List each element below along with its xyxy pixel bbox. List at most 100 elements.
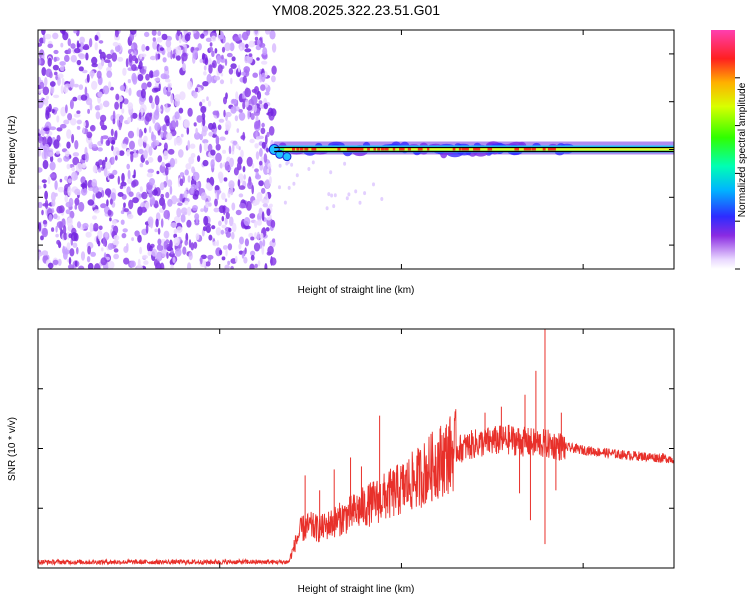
noise-blob (152, 37, 156, 42)
noise-blob (247, 109, 251, 120)
noise-blob (52, 32, 59, 40)
noise-blob (107, 190, 111, 198)
noise-blob (180, 133, 184, 138)
noise-blob (184, 239, 188, 246)
noise-blob (201, 129, 207, 137)
noise-blob (239, 46, 243, 52)
noise-blob (140, 131, 144, 136)
noise-blob (72, 96, 78, 102)
noise-blob (145, 160, 150, 166)
noise-blob (267, 166, 272, 176)
noise-blob (174, 158, 178, 165)
noise-blob (113, 253, 119, 260)
noise-blob (76, 247, 79, 255)
ridge-red-mark (353, 148, 358, 151)
noise-blob (250, 250, 256, 257)
noise-blob (258, 160, 263, 166)
noise-blob (256, 57, 260, 61)
noise-blob (163, 150, 169, 160)
noise-blob (170, 222, 178, 228)
noise-blob (232, 222, 237, 233)
noise-blob (64, 175, 68, 181)
noise-blob (112, 118, 116, 125)
noise-blob (49, 126, 57, 131)
noise-blob (139, 163, 144, 168)
noise-blob (250, 254, 255, 261)
noise-blob (223, 109, 226, 118)
noise-blob (140, 206, 147, 213)
noise-blob (100, 257, 108, 266)
noise-blob (149, 112, 153, 117)
noise-blob (372, 182, 375, 187)
noise-blob (165, 103, 168, 109)
noise-blob (98, 225, 103, 231)
noise-blob (89, 222, 94, 233)
noise-blob (187, 140, 190, 150)
noise-blob (56, 239, 61, 245)
noise-blob (215, 143, 221, 151)
noise-blob (210, 159, 215, 169)
noise-blob (54, 71, 58, 76)
noise-blob (57, 157, 63, 163)
noise-blob (169, 185, 173, 195)
noise-blob (137, 74, 144, 82)
noise-blob (76, 110, 81, 114)
noise-blob (264, 91, 270, 96)
noise-blob (215, 227, 222, 236)
noise-blob (148, 126, 152, 133)
noise-blob (130, 152, 134, 163)
noise-blob (111, 52, 118, 62)
noise-blob (161, 201, 166, 210)
noise-blob (219, 249, 223, 256)
noise-blob (263, 102, 269, 110)
noise-blob (215, 152, 222, 163)
noise-blob (87, 199, 95, 206)
noise-blob (44, 190, 48, 200)
ridge-red-mark (523, 148, 529, 151)
noise-blob (249, 213, 256, 219)
spectrogram-x-ticks (37, 30, 584, 269)
noise-blob (128, 53, 133, 63)
noise-blob (266, 216, 271, 221)
noise-blob (70, 118, 77, 126)
noise-blob (214, 198, 218, 207)
noise-blob (126, 163, 130, 170)
noise-blob (131, 237, 135, 242)
noise-blob (187, 107, 193, 117)
noise-blob (71, 166, 76, 172)
noise-blob (206, 96, 209, 101)
noise-blob (91, 178, 98, 188)
noise-blob (70, 43, 76, 49)
noise-blob (149, 178, 155, 186)
noise-blob (42, 227, 48, 238)
noise-blob (188, 156, 195, 165)
noise-blob (254, 263, 258, 268)
noise-blob (42, 203, 49, 207)
noise-blob (78, 66, 84, 72)
noise-blob (254, 30, 258, 35)
noise-blob (165, 191, 170, 199)
noise-blob (170, 264, 174, 269)
noise-blob (195, 216, 199, 224)
noise-blob (43, 127, 50, 132)
noise-blob (59, 61, 66, 66)
noise-blob (94, 34, 99, 41)
noise-blob (129, 30, 137, 35)
noise-blob (234, 115, 239, 122)
noise-blob (56, 221, 64, 229)
noise-blob (72, 242, 78, 248)
noise-blob (235, 91, 239, 101)
noise-blob (254, 232, 257, 240)
ridge-red-mark (311, 148, 317, 151)
noise-blob (249, 138, 255, 144)
noise-blob (120, 219, 125, 225)
noise-blob (112, 240, 120, 246)
spectrogram-y-ticks (38, 53, 674, 246)
noise-blob (78, 84, 84, 90)
noise-blob (66, 231, 70, 240)
noise-blob (172, 53, 175, 59)
noise-blob (164, 65, 169, 72)
ridge-red-mark (337, 148, 341, 151)
noise-blob (53, 49, 59, 55)
noise-blob (167, 198, 173, 207)
